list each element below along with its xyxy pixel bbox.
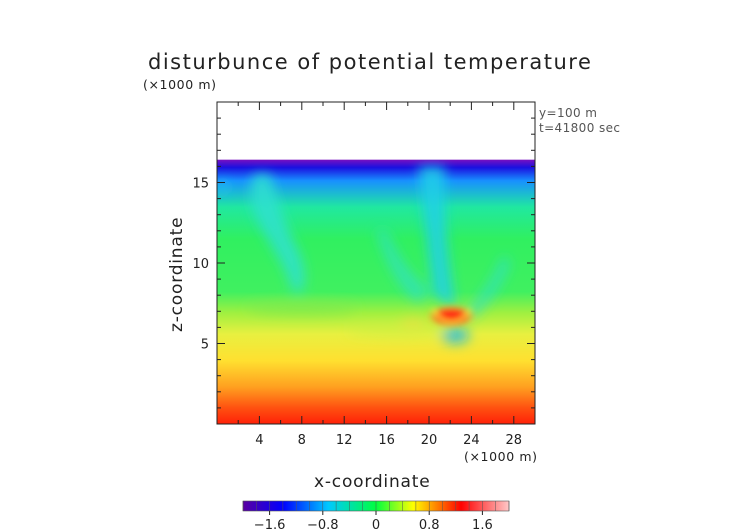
- annotation-time: t=41800 sec: [539, 121, 620, 135]
- x-tick-label: 16: [378, 433, 395, 448]
- colorbar-tick-label: −0.8: [307, 518, 339, 532]
- x-tick-label: 28: [506, 433, 523, 448]
- colorbar-tick-label: 0.8: [419, 518, 440, 532]
- chart-title: disturbunce of potential temperature: [148, 50, 592, 74]
- y-tick-label: 5: [201, 338, 209, 353]
- x-tick-label: 20: [421, 433, 438, 448]
- y-tick-label: 15: [192, 177, 209, 192]
- annotation-y-value: y=100 m: [539, 106, 597, 120]
- x-tick-label: 4: [255, 433, 263, 448]
- y-tick-label: 10: [192, 257, 209, 272]
- y-axis-label: z-coordinate: [167, 217, 187, 332]
- x-tick-label: 12: [336, 433, 353, 448]
- x-axis-unit: (×1000 m): [464, 449, 538, 464]
- colorbar-tick-label: 0: [372, 518, 380, 532]
- x-axis-label: x-coordinate: [314, 472, 430, 492]
- x-tick-label: 8: [298, 433, 306, 448]
- x-tick-label: 24: [463, 433, 480, 448]
- y-axis: 5 10 15: [192, 117, 535, 409]
- x-axis: 4 8 12 16 20 24 28: [237, 102, 536, 448]
- y-axis-unit: (×1000 m): [143, 77, 217, 92]
- heatmap-field: [217, 159, 535, 424]
- colorbar-ticks: −1.6 −0.8 0 0.8 1.6: [242, 501, 510, 532]
- colorbar-tick-label: 1.6: [472, 518, 493, 532]
- colorbar-tick-label: −1.6: [254, 518, 286, 532]
